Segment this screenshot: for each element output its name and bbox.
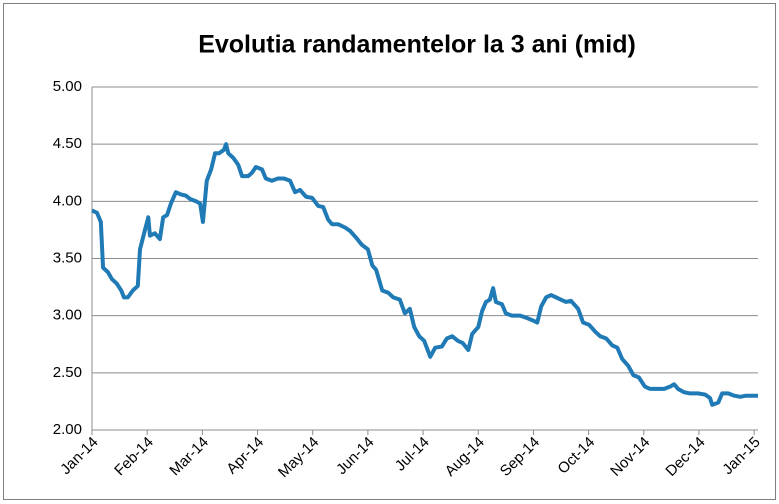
line bbox=[91, 142, 758, 407]
y-tick-label: 4.00 bbox=[53, 192, 82, 209]
y-tick-label: 3.50 bbox=[53, 249, 82, 266]
y-tick-label: 4.50 bbox=[53, 135, 82, 152]
y-tick-label: 2.00 bbox=[53, 421, 82, 438]
chart-title: Evolutia randamentelor la 3 ani (mid) bbox=[198, 31, 636, 59]
chart-border bbox=[3, 3, 776, 500]
y-tick-label: 5.00 bbox=[53, 78, 82, 95]
y-tick-label: 3.00 bbox=[53, 307, 82, 324]
y-tick-label: 2.50 bbox=[53, 364, 82, 381]
